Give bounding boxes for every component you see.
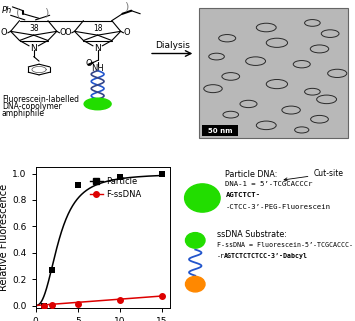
Circle shape: [186, 233, 205, 248]
Text: O: O: [1, 28, 7, 37]
Text: AGTCTCT-: AGTCTCT-: [225, 192, 261, 198]
Text: 18: 18: [93, 24, 102, 33]
Text: -r: -r: [217, 253, 225, 259]
Text: O: O: [65, 28, 71, 37]
FancyBboxPatch shape: [202, 125, 238, 136]
Text: -CTCC-3’-PEG-Fluorescein: -CTCC-3’-PEG-Fluorescein: [225, 204, 331, 210]
Text: 50 nm: 50 nm: [208, 128, 233, 134]
FancyBboxPatch shape: [199, 8, 348, 138]
Text: O: O: [124, 28, 130, 37]
Point: [117, 298, 123, 303]
Text: amphiphile: amphiphile: [2, 109, 45, 118]
Text: ): ): [124, 2, 128, 12]
Point: [159, 171, 165, 176]
Point: [159, 294, 165, 299]
Text: 38: 38: [29, 24, 39, 33]
Text: N: N: [30, 44, 37, 53]
Text: DNA-copolymer: DNA-copolymer: [2, 102, 61, 111]
Circle shape: [84, 98, 111, 110]
Point: [49, 302, 55, 308]
Text: ): ): [44, 8, 48, 18]
Text: O: O: [60, 28, 66, 37]
Text: Particle DNA:: Particle DNA:: [225, 170, 278, 179]
Text: N: N: [94, 44, 101, 53]
Text: (: (: [16, 8, 20, 18]
Text: Dialysis: Dialysis: [155, 41, 190, 50]
Text: F-ssDNA = Fluorescein-5’-TCGCACCC-: F-ssDNA = Fluorescein-5’-TCGCACCC-: [217, 242, 353, 248]
Point: [75, 301, 81, 307]
Point: [117, 174, 123, 179]
Text: AGTCTCTCTCC-3’-Dabcyl: AGTCTCTCTCC-3’-Dabcyl: [224, 253, 308, 259]
Point: [41, 303, 47, 308]
Point: [49, 267, 55, 273]
Text: Ph: Ph: [2, 6, 12, 15]
Text: NH: NH: [91, 64, 104, 73]
Circle shape: [185, 184, 220, 212]
Text: O: O: [86, 59, 92, 68]
Text: DNA-1 = 5’-TCGCACCCr: DNA-1 = 5’-TCGCACCCr: [225, 181, 313, 187]
Y-axis label: Relative Fluorescence: Relative Fluorescence: [0, 184, 9, 291]
Text: Fluorescein-labelled: Fluorescein-labelled: [2, 95, 79, 104]
Circle shape: [186, 276, 205, 292]
Text: Cut-site: Cut-site: [284, 169, 343, 181]
Point: [41, 303, 47, 308]
Point: [75, 183, 81, 188]
Text: ssDNA Substrate:: ssDNA Substrate:: [217, 230, 286, 239]
Legend: Particle, F-ssDNA: Particle, F-ssDNA: [87, 174, 144, 203]
